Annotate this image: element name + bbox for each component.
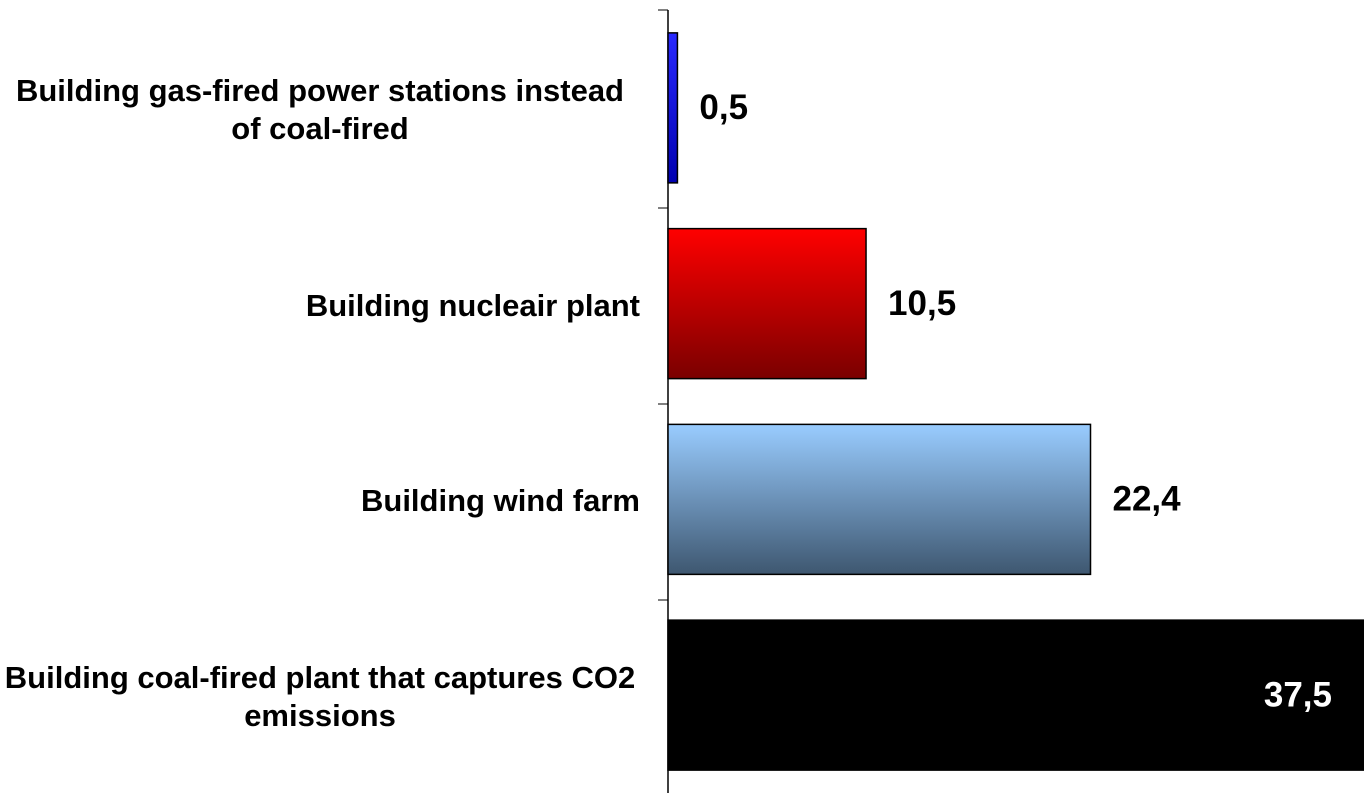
- category-label: Building coal-fired plant that captures …: [4, 660, 636, 734]
- value-label: 10,5: [888, 284, 956, 323]
- bar: [667, 32, 679, 184]
- category-label: Building gas-fired power stations instea…: [15, 72, 624, 146]
- category-label: Building nucleair plant: [305, 287, 640, 323]
- bar: [667, 423, 1092, 576]
- category-label-box: Building gas-fired power stations instea…: [0, 72, 640, 148]
- value-label: 22,4: [1113, 480, 1182, 519]
- category-label-box: Building wind farm: [0, 482, 640, 520]
- category-label-box: Building nucleair plant: [0, 287, 640, 325]
- category-label: Building wind farm: [361, 483, 640, 519]
- value-label: 37,5: [1264, 675, 1332, 714]
- value-label: 0,5: [699, 88, 748, 127]
- category-label-box: Building coal-fired plant that captures …: [0, 659, 640, 735]
- bar: [667, 227, 867, 380]
- bar: [667, 619, 1364, 771]
